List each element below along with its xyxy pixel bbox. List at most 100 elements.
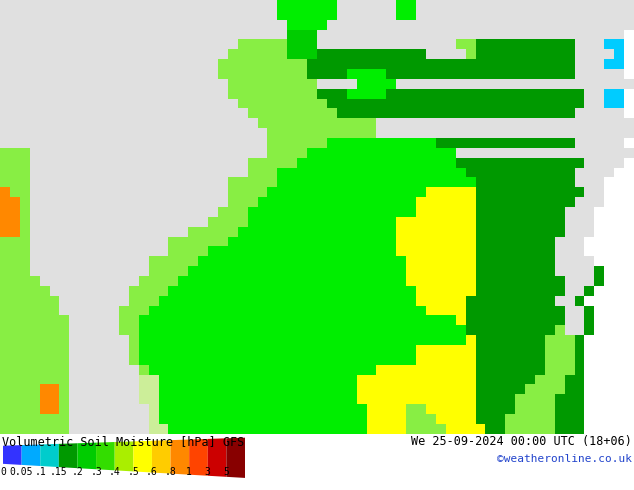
Bar bbox=[178, 207, 188, 217]
Bar bbox=[356, 177, 366, 187]
Bar bbox=[515, 98, 525, 108]
Bar bbox=[555, 345, 565, 355]
Bar bbox=[495, 325, 505, 335]
Bar bbox=[218, 217, 228, 227]
Bar bbox=[604, 148, 614, 158]
Bar bbox=[465, 424, 476, 434]
Bar bbox=[446, 355, 456, 365]
Bar bbox=[198, 384, 208, 394]
Bar bbox=[297, 177, 307, 187]
Bar bbox=[535, 424, 545, 434]
Bar bbox=[0, 414, 10, 424]
Bar bbox=[416, 89, 426, 98]
Bar bbox=[30, 227, 39, 237]
Bar bbox=[486, 335, 495, 345]
Bar bbox=[585, 177, 595, 187]
Bar bbox=[396, 276, 406, 286]
Bar bbox=[456, 227, 465, 237]
Bar bbox=[377, 207, 386, 217]
Bar bbox=[327, 69, 337, 79]
Bar bbox=[307, 59, 317, 69]
Bar bbox=[396, 286, 406, 295]
Bar bbox=[228, 246, 238, 256]
Text: ©weatheronline.co.uk: ©weatheronline.co.uk bbox=[497, 454, 632, 464]
Bar bbox=[386, 374, 396, 384]
Bar bbox=[555, 59, 565, 69]
Bar bbox=[456, 316, 465, 325]
Bar bbox=[555, 98, 565, 108]
Bar bbox=[129, 325, 139, 335]
Bar bbox=[10, 365, 20, 374]
Bar bbox=[476, 374, 486, 384]
Bar bbox=[148, 306, 158, 316]
Bar bbox=[228, 295, 238, 306]
Bar bbox=[545, 59, 555, 69]
Bar bbox=[525, 158, 535, 168]
Bar bbox=[297, 404, 307, 414]
Bar bbox=[337, 256, 347, 266]
Bar bbox=[0, 89, 10, 98]
Bar bbox=[495, 256, 505, 266]
Bar bbox=[49, 335, 60, 345]
Bar bbox=[347, 276, 356, 286]
Bar bbox=[60, 237, 69, 246]
Bar bbox=[89, 10, 99, 20]
Bar bbox=[238, 138, 248, 148]
Bar bbox=[495, 345, 505, 355]
Bar bbox=[515, 365, 525, 374]
Bar bbox=[337, 217, 347, 227]
Bar bbox=[495, 89, 505, 98]
Bar bbox=[10, 29, 20, 39]
Bar bbox=[416, 266, 426, 276]
Bar bbox=[297, 355, 307, 365]
Bar bbox=[89, 69, 99, 79]
Bar bbox=[377, 286, 386, 295]
Bar bbox=[565, 404, 574, 414]
Bar bbox=[129, 148, 139, 158]
Bar bbox=[406, 325, 416, 335]
Bar bbox=[248, 384, 257, 394]
Bar bbox=[10, 266, 20, 276]
Bar bbox=[465, 374, 476, 384]
Bar bbox=[426, 49, 436, 59]
Bar bbox=[278, 59, 287, 69]
Bar bbox=[604, 29, 614, 39]
Bar bbox=[30, 108, 39, 118]
Bar bbox=[129, 168, 139, 177]
Bar bbox=[406, 148, 416, 158]
Bar bbox=[406, 207, 416, 217]
Bar bbox=[555, 404, 565, 414]
Bar bbox=[595, 128, 604, 138]
Bar bbox=[228, 325, 238, 335]
Bar bbox=[248, 10, 257, 20]
Bar bbox=[297, 79, 307, 89]
Bar bbox=[129, 384, 139, 394]
Bar bbox=[30, 266, 39, 276]
Bar bbox=[446, 29, 456, 39]
Bar bbox=[515, 29, 525, 39]
Bar bbox=[10, 138, 20, 148]
Bar bbox=[476, 365, 486, 374]
Bar bbox=[158, 266, 169, 276]
Bar bbox=[505, 197, 515, 207]
Bar bbox=[377, 98, 386, 108]
Bar bbox=[486, 20, 495, 29]
Bar bbox=[574, 177, 585, 187]
Bar bbox=[505, 128, 515, 138]
Bar bbox=[486, 256, 495, 266]
Bar bbox=[337, 69, 347, 79]
Bar bbox=[465, 276, 476, 286]
Bar bbox=[386, 295, 396, 306]
Bar bbox=[505, 217, 515, 227]
Bar bbox=[505, 384, 515, 394]
Bar bbox=[545, 345, 555, 355]
Bar bbox=[30, 29, 39, 39]
Bar bbox=[10, 69, 20, 79]
Bar bbox=[436, 266, 446, 276]
Bar bbox=[198, 158, 208, 168]
Bar bbox=[89, 20, 99, 29]
Bar bbox=[278, 49, 287, 59]
Bar bbox=[208, 79, 218, 89]
Bar bbox=[20, 79, 30, 89]
Bar bbox=[178, 384, 188, 394]
